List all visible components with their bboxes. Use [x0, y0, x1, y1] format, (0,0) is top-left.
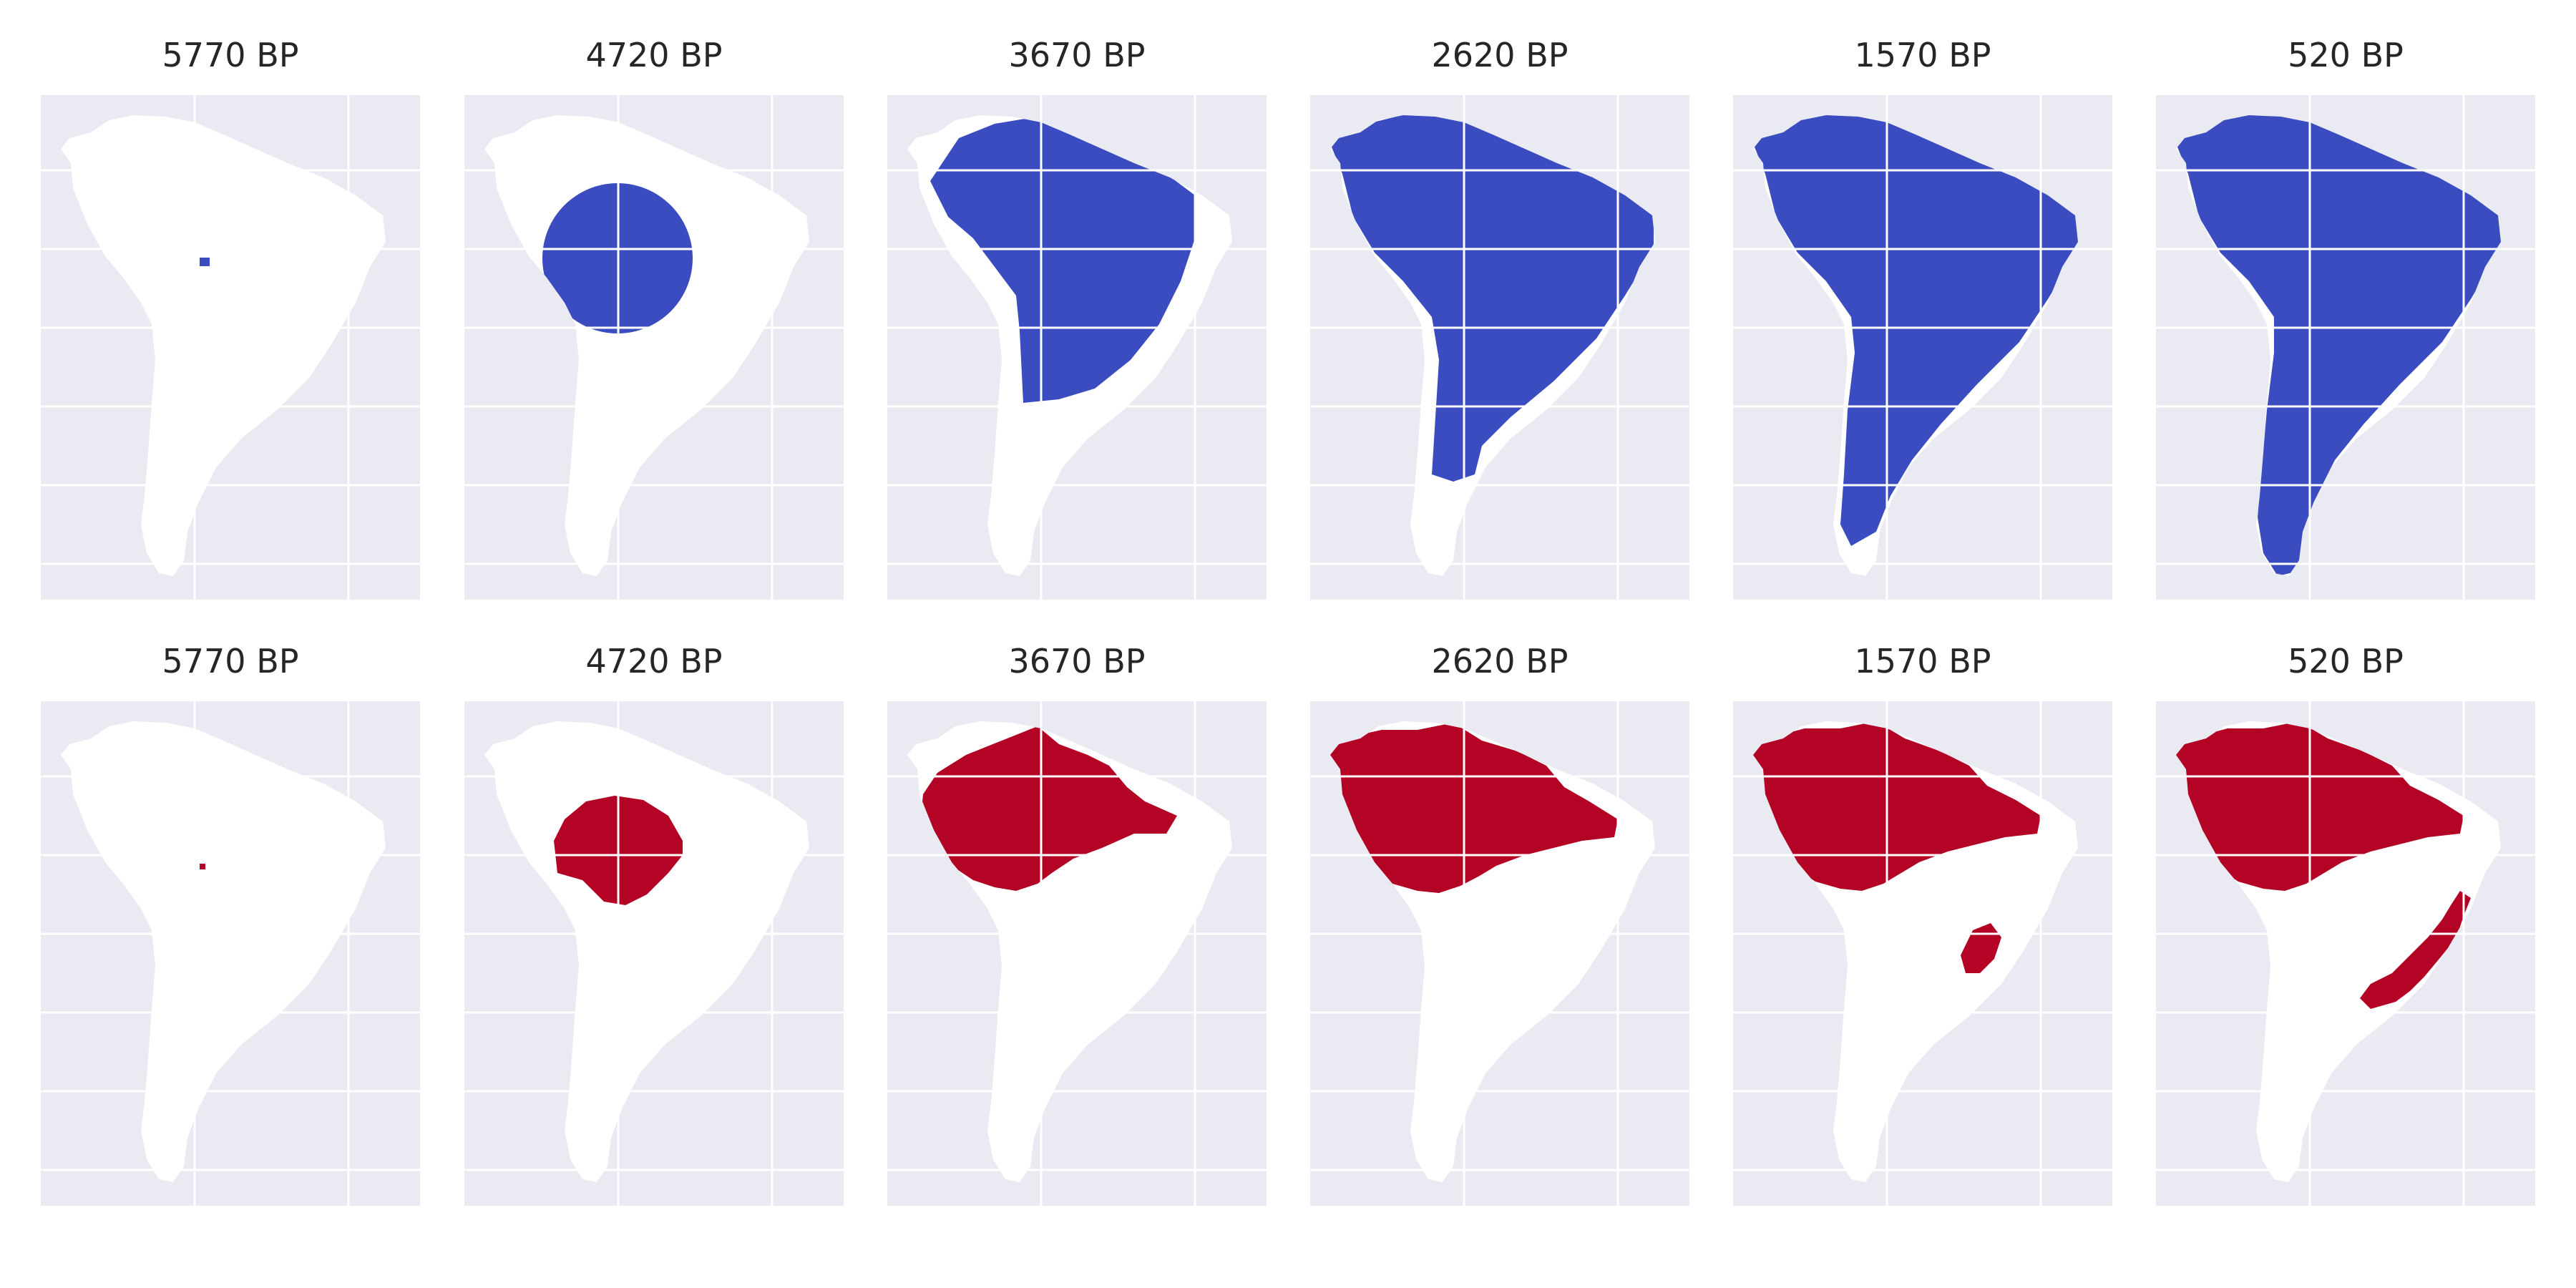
panels-layer: 5770 BP 4720 BP 3670 BP 2620 BP 1570 BP 520 B… [41, 36, 2535, 1206]
panel-title: 1570 BP [1855, 36, 1991, 74]
gridlines [2156, 701, 2535, 1206]
map-panel [1733, 701, 2112, 1206]
gridlines [464, 701, 844, 1206]
gridlines [464, 95, 844, 600]
map-panel [464, 701, 844, 1206]
map-panel [887, 701, 1267, 1206]
panel-title: 2620 BP [1432, 642, 1568, 680]
panel-title: 5770 BP [162, 642, 299, 680]
panel-title: 3670 BP [1009, 36, 1146, 74]
map-panel [887, 95, 1267, 600]
panel-title: 4720 BP [586, 36, 723, 74]
gridlines [41, 701, 420, 1206]
map-panel [1310, 95, 1689, 600]
gridlines [1733, 701, 2112, 1206]
coverage-region [200, 258, 210, 266]
map-panel [41, 95, 420, 600]
gridlines [41, 95, 420, 600]
gridlines [1310, 701, 1689, 1206]
gridlines [887, 95, 1267, 600]
gridlines [1310, 95, 1689, 600]
panel-title: 3670 BP [1009, 642, 1146, 680]
gridlines [1733, 95, 2112, 600]
map-panel [2156, 95, 2535, 600]
map-panel [2156, 701, 2535, 1206]
panel-title: 4720 BP [586, 642, 723, 680]
panel-title: 2620 BP [1432, 36, 1568, 74]
map-panel [1310, 701, 1689, 1206]
panel-title: 520 BP [2288, 642, 2404, 680]
map-panel [464, 95, 844, 600]
map-panel [1733, 95, 2112, 600]
map-panel [41, 701, 420, 1206]
panel-title: 5770 BP [162, 36, 299, 74]
gridlines [2156, 95, 2535, 600]
panel-title: 1570 BP [1855, 642, 1991, 680]
coverage-region [200, 864, 205, 869]
panel-title: 520 BP [2288, 36, 2404, 74]
gridlines [887, 701, 1267, 1206]
